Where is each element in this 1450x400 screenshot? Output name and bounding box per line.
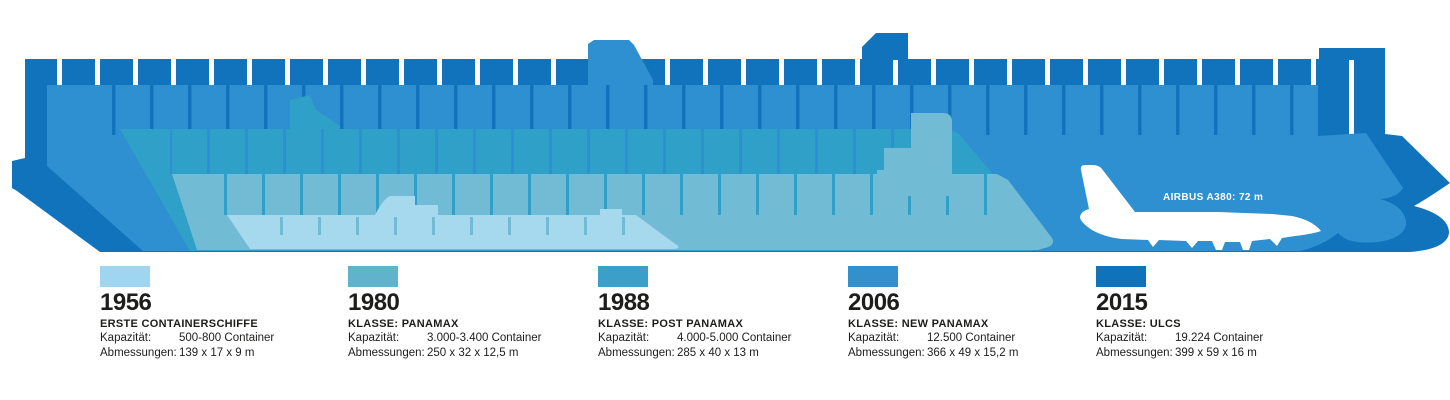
dimensions-label: Abmessungen: bbox=[848, 347, 925, 359]
legend-dimensions-row: Abmessungen: 366 x 49 x 15,2 m bbox=[848, 346, 1086, 361]
legend-dimensions-row: Abmessungen: 399 x 59 x 16 m bbox=[1096, 346, 1334, 361]
legend-entry-2006: 2006 KLASSE: NEW PANAMAX Kapazität: 12.5… bbox=[848, 266, 1086, 361]
legend-dimensions-row: Abmessungen: 139 x 17 x 9 m bbox=[100, 346, 338, 361]
legend-dimensions-row: Abmessungen: 285 x 40 x 13 m bbox=[598, 346, 836, 361]
legend-capacity-row: Kapazität: 4.000-5.000 Container bbox=[598, 331, 836, 346]
legend-class: KLASSE: ULCS bbox=[1096, 318, 1181, 330]
legend-year: 1988 bbox=[598, 289, 650, 316]
capacity-value: 19.224 Container bbox=[1175, 332, 1264, 344]
legend-year: 2015 bbox=[1096, 289, 1148, 316]
legend-year: 1956 bbox=[100, 289, 152, 316]
ship-2015-bow-step bbox=[1319, 48, 1385, 60]
capacity-label: Kapazität: bbox=[348, 332, 400, 344]
ship-1956-container-band bbox=[258, 217, 628, 235]
color-swatch-1956 bbox=[100, 266, 150, 287]
legend-capacity-row: Kapazität: 19.224 Container bbox=[1096, 331, 1334, 346]
capacity-label: Kapazität: bbox=[598, 332, 650, 344]
capacity-value: 500-800 Container bbox=[179, 332, 275, 344]
dimensions-label: Abmessungen: bbox=[100, 347, 177, 359]
airbus-a380-label: AIRBUS A380: 72 m bbox=[1163, 192, 1264, 203]
capacity-label: Kapazität: bbox=[848, 332, 900, 344]
dimensions-value: 285 x 40 x 13 m bbox=[677, 347, 759, 359]
legend-class: KLASSE: PANAMAX bbox=[348, 318, 459, 330]
legend-year: 2006 bbox=[848, 289, 900, 316]
dimensions-label: Abmessungen: bbox=[348, 347, 425, 359]
legend-entry-1988: 1988 KLASSE: POST PANAMAX Kapazität: 4.0… bbox=[598, 266, 836, 361]
dimensions-value: 366 x 49 x 15,2 m bbox=[927, 347, 1019, 359]
legend-capacity-row: Kapazität: 500-800 Container bbox=[100, 331, 338, 346]
legend-capacity-row: Kapazität: 12.500 Container bbox=[848, 331, 1086, 346]
color-swatch-1988 bbox=[598, 266, 648, 287]
dimensions-label: Abmessungen: bbox=[1096, 347, 1173, 359]
airplane-icon bbox=[1080, 165, 1321, 250]
dimensions-value: 250 x 32 x 12,5 m bbox=[427, 347, 519, 359]
legend-class: KLASSE: POST PANAMAX bbox=[598, 318, 744, 330]
ship-1980-bridge bbox=[877, 113, 952, 196]
color-swatch-1980 bbox=[348, 266, 398, 287]
capacity-label: Kapazität: bbox=[100, 332, 152, 344]
legend-dimensions-row: Abmessungen: 250 x 32 x 12,5 m bbox=[348, 346, 586, 361]
ship-1980-container-band bbox=[214, 174, 994, 215]
legend-entry-1956: 1956 ERSTE CONTAINERSCHIFFE Kapazität: 5… bbox=[100, 266, 338, 361]
legend-capacity-row: Kapazität: 3.000-3.400 Container bbox=[348, 331, 586, 346]
ship-1956-erste-containerschiffe bbox=[227, 196, 679, 249]
capacity-value: 12.500 Container bbox=[927, 332, 1016, 344]
capacity-value: 3.000-3.400 Container bbox=[427, 332, 542, 344]
dimensions-value: 399 x 59 x 16 m bbox=[1175, 347, 1257, 359]
legend-entry-2015: 2015 KLASSE: ULCS Kapazität: 19.224 Cont… bbox=[1096, 266, 1334, 361]
ship-2006-bridge bbox=[588, 40, 653, 85]
ship-1988-container-band bbox=[170, 129, 945, 174]
ship-1988-bridge bbox=[290, 95, 340, 129]
legend-year: 1980 bbox=[348, 289, 400, 316]
color-swatch-2006 bbox=[848, 266, 898, 287]
ship-2015-bridge bbox=[862, 33, 908, 60]
color-swatch-2015 bbox=[1096, 266, 1146, 287]
airbus-a380-silhouette bbox=[1080, 165, 1321, 250]
capacity-label: Kapazität: bbox=[1096, 332, 1148, 344]
dimensions-label: Abmessungen: bbox=[598, 347, 675, 359]
legend-class: KLASSE: NEW PANAMAX bbox=[848, 318, 989, 330]
dimensions-value: 139 x 17 x 9 m bbox=[179, 347, 255, 359]
legend-entry-1980: 1980 KLASSE: PANAMAX Kapazität: 3.000-3.… bbox=[348, 266, 586, 361]
legend-class: ERSTE CONTAINERSCHIFFE bbox=[100, 318, 258, 330]
capacity-value: 4.000-5.000 Container bbox=[677, 332, 792, 344]
